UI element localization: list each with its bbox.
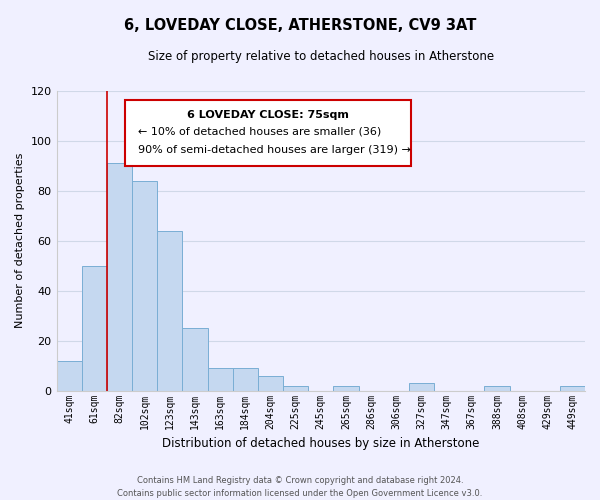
Text: ← 10% of detached houses are smaller (36): ← 10% of detached houses are smaller (36… — [139, 126, 382, 136]
Bar — [283, 386, 308, 390]
Bar — [56, 360, 82, 390]
Title: Size of property relative to detached houses in Atherstone: Size of property relative to detached ho… — [148, 50, 494, 63]
FancyBboxPatch shape — [125, 100, 410, 166]
Bar — [182, 328, 208, 390]
Text: Contains HM Land Registry data © Crown copyright and database right 2024.
Contai: Contains HM Land Registry data © Crown c… — [118, 476, 482, 498]
Bar — [484, 386, 509, 390]
Bar — [82, 266, 107, 390]
Bar — [233, 368, 258, 390]
Y-axis label: Number of detached properties: Number of detached properties — [15, 153, 25, 328]
Bar — [409, 383, 434, 390]
Bar — [208, 368, 233, 390]
Bar — [132, 180, 157, 390]
Bar — [107, 163, 132, 390]
Bar — [560, 386, 585, 390]
Text: 6, LOVEDAY CLOSE, ATHERSTONE, CV9 3AT: 6, LOVEDAY CLOSE, ATHERSTONE, CV9 3AT — [124, 18, 476, 32]
Bar — [334, 386, 359, 390]
Text: 90% of semi-detached houses are larger (319) →: 90% of semi-detached houses are larger (… — [139, 144, 412, 154]
Bar — [258, 376, 283, 390]
Text: 6 LOVEDAY CLOSE: 75sqm: 6 LOVEDAY CLOSE: 75sqm — [187, 110, 349, 120]
X-axis label: Distribution of detached houses by size in Atherstone: Distribution of detached houses by size … — [162, 437, 479, 450]
Bar — [157, 230, 182, 390]
